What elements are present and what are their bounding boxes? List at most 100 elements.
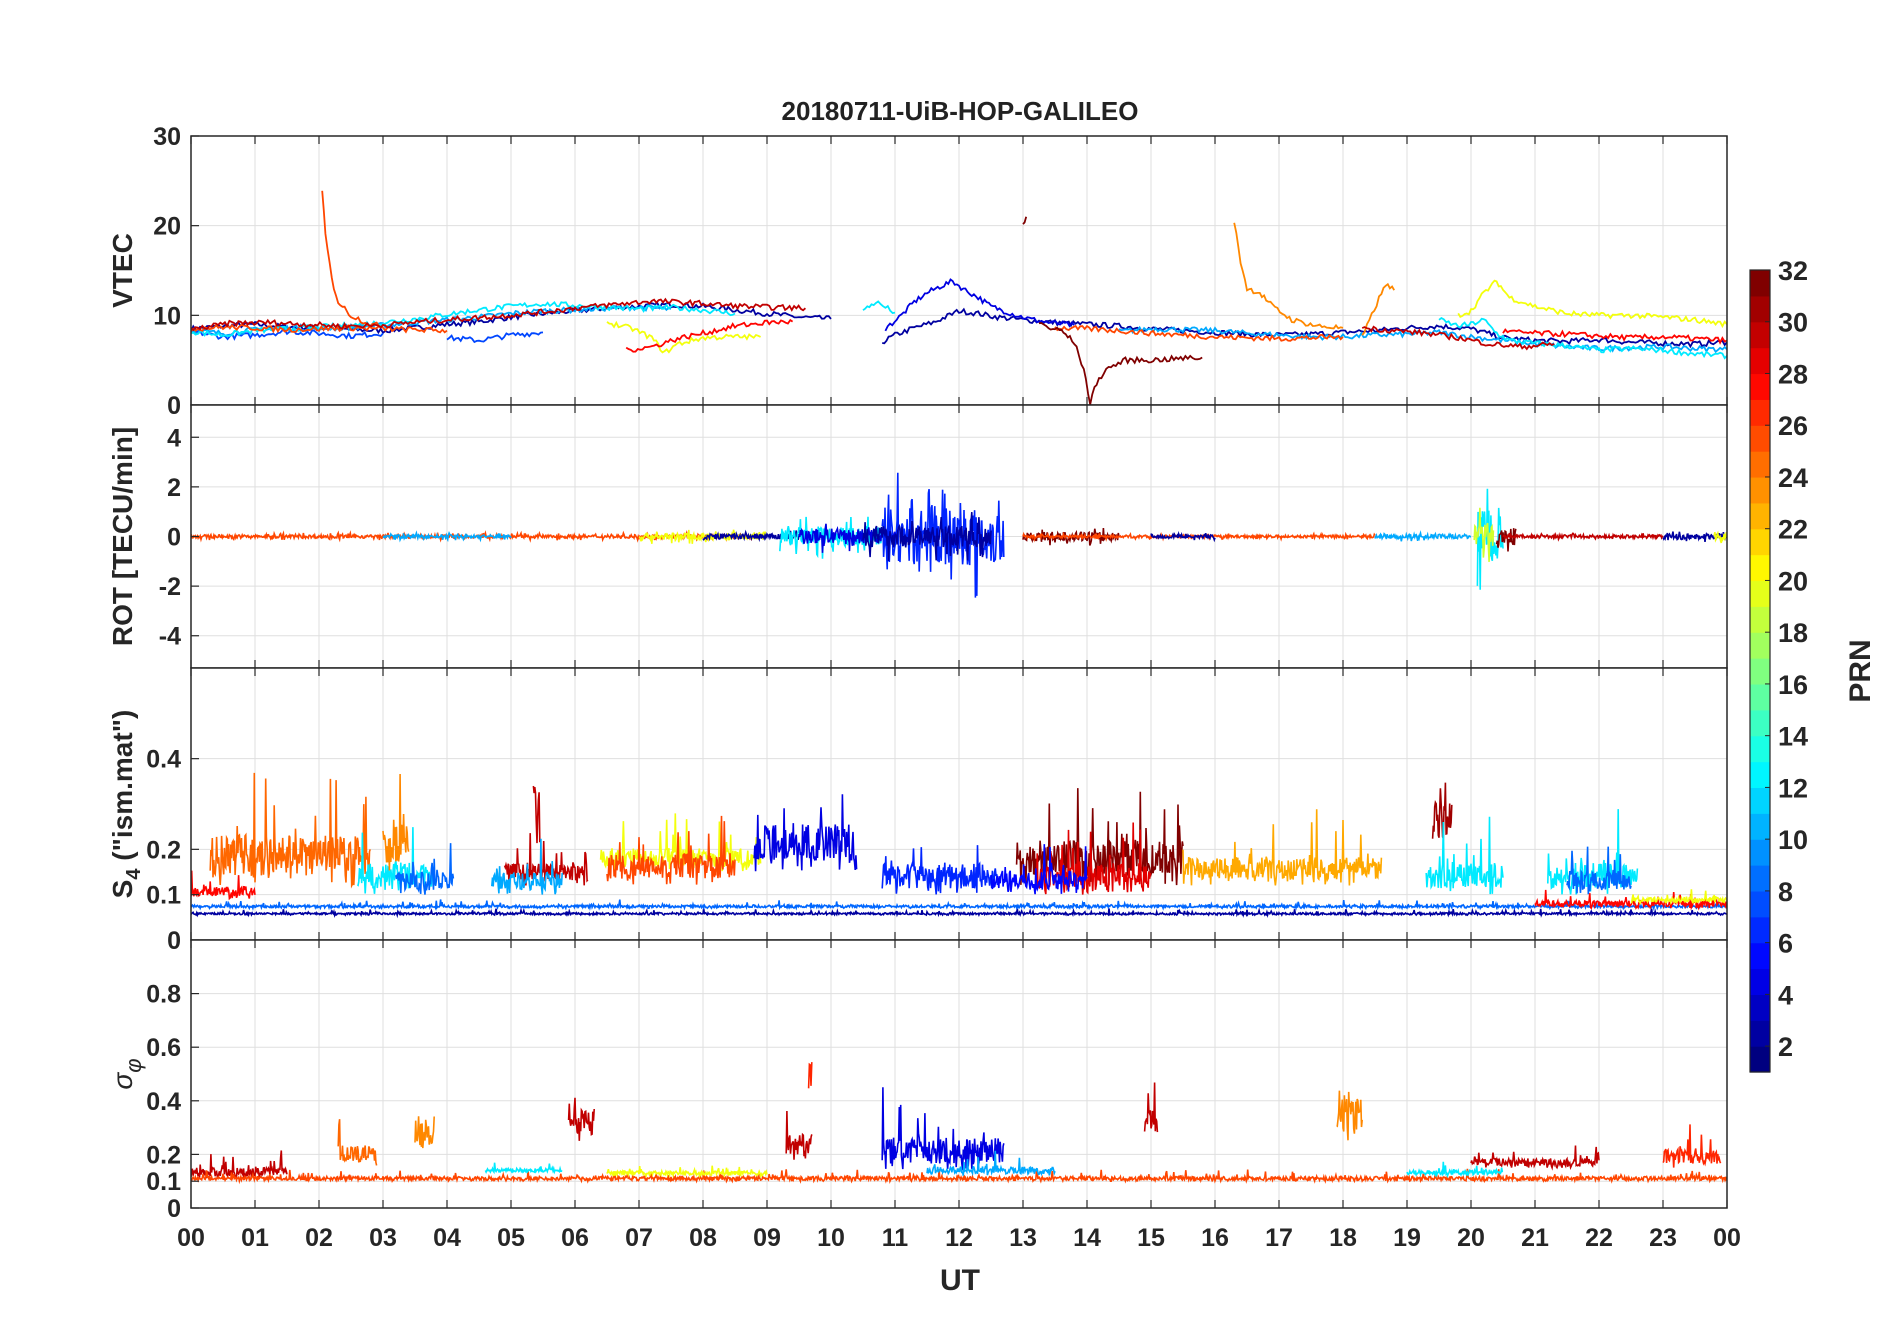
series-prn-30 xyxy=(567,1097,595,1141)
y-tick-label: 0.6 xyxy=(146,1034,181,1062)
series-prn-20 xyxy=(606,320,761,354)
x-tick-label: 20 xyxy=(1457,1224,1485,1252)
y-tick-label: 0 xyxy=(167,1195,181,1223)
series-prn-12 xyxy=(1476,488,1504,590)
colorbar-tick-label: 10 xyxy=(1778,825,1808,855)
y-tick-label: 0.8 xyxy=(146,981,181,1009)
colorbar-swatch xyxy=(1750,839,1770,866)
colorbar-tick-label: 16 xyxy=(1778,670,1808,700)
series-prn-27 xyxy=(807,1062,813,1089)
series-prn-24 xyxy=(382,773,410,871)
x-tick-label: 01 xyxy=(241,1224,269,1252)
x-tick-label: 07 xyxy=(625,1224,653,1252)
x-tick-label: 11 xyxy=(882,1224,909,1252)
series-prn-23 xyxy=(1182,809,1383,886)
colorbar-swatch xyxy=(1750,1020,1770,1047)
series-prn-4 xyxy=(753,794,858,872)
y-tick-label: 0 xyxy=(167,524,181,552)
x-tick-label: 04 xyxy=(433,1224,461,1252)
x-tick-label: 05 xyxy=(497,1224,525,1252)
colorbar-swatch xyxy=(1750,865,1770,892)
series-prn-32 xyxy=(1495,528,1517,552)
series-prn-28 xyxy=(1534,889,1727,911)
x-tick-label: 12 xyxy=(945,1224,973,1252)
series-prn-25 xyxy=(209,772,371,889)
panel-data xyxy=(191,1062,1727,1185)
series-prn-26 xyxy=(321,190,384,329)
colorbar-swatch xyxy=(1750,890,1770,918)
y-tick-label: 0 xyxy=(167,927,181,955)
y-tick-label: 0.1 xyxy=(146,1168,181,1196)
colorbar-tick-label: 26 xyxy=(1778,411,1808,441)
colorbar-swatch xyxy=(1750,606,1770,633)
y-axis-label-rot: ROT [TECU/min] xyxy=(107,427,138,646)
series-prn-27 xyxy=(1662,1124,1722,1168)
y-tick-label: 0.2 xyxy=(146,836,181,864)
series-prn-8 xyxy=(1566,846,1632,895)
colorbar-tick-label: 8 xyxy=(1778,877,1793,907)
chart-title: 20180711-UiB-HOP-GALILEO xyxy=(782,96,1139,126)
colorbar-tick-label: 12 xyxy=(1778,773,1808,803)
series-prn-20 xyxy=(606,1165,768,1179)
y-tick-label: 30 xyxy=(153,123,181,151)
x-tick-label: 08 xyxy=(689,1224,717,1252)
x-tick-label: 15 xyxy=(1137,1224,1165,1252)
colorbar-swatch xyxy=(1750,683,1770,711)
x-tick-label: 23 xyxy=(1649,1224,1677,1252)
colorbar-swatch xyxy=(1750,476,1770,504)
x-tick-label: 03 xyxy=(369,1224,397,1252)
series-prn-19 xyxy=(1473,507,1495,562)
panel-s4: 00.10.20.4S4 ("ism.mat") xyxy=(107,667,1728,955)
series-prn-6 xyxy=(881,845,999,895)
series-prn-10 xyxy=(1374,530,1471,542)
y-axis-label-vtec: VTEC xyxy=(107,233,138,308)
x-tick-label: 00 xyxy=(1713,1224,1741,1252)
series-prn-24 xyxy=(1361,282,1395,336)
y-axis-label-sigma: σφ xyxy=(107,1058,146,1089)
colorbar-swatch xyxy=(1750,994,1770,1021)
x-tick-label: 09 xyxy=(753,1224,781,1252)
colorbar-swatch xyxy=(1750,425,1770,452)
x-tick-label: 14 xyxy=(1073,1224,1101,1252)
y-tick-label: 0 xyxy=(167,392,181,420)
x-tick-label: 22 xyxy=(1585,1224,1613,1252)
colorbar-swatch xyxy=(1750,658,1770,685)
colorbar-swatch xyxy=(1750,321,1770,349)
series-prn-32 xyxy=(1022,216,1028,225)
panel-sigma: 00.10.2 0.4 0.6 0.8 σφ xyxy=(107,939,1728,1223)
series-prn-25 xyxy=(337,1119,378,1166)
colorbar-swatch xyxy=(1750,270,1770,297)
colorbar-swatch xyxy=(1750,399,1770,426)
panel-rot: -4 -2 0 2 4 ROT [TECU/min] xyxy=(107,404,1728,669)
colorbar-swatch xyxy=(1750,580,1770,607)
series-prn-12 xyxy=(191,301,736,338)
series-prn-8 xyxy=(395,843,455,895)
series-prn-31 xyxy=(1431,782,1453,842)
colorbar-tick-label: 28 xyxy=(1778,359,1808,389)
series-prn-20 xyxy=(638,529,768,544)
x-tick-label: 21 xyxy=(1521,1224,1549,1252)
series-prn-28 xyxy=(1502,328,1727,345)
panel-vtec: 0 10 20 30 VTEC xyxy=(107,123,1728,420)
colorbar-swatch xyxy=(1750,632,1770,659)
colorbar-swatch xyxy=(1750,942,1770,970)
panel-data xyxy=(191,472,1727,598)
y-tick-label: 4 xyxy=(167,424,181,452)
y-tick-label: -4 xyxy=(159,623,181,651)
colorbar-swatch xyxy=(1750,916,1770,944)
series-prn-26 xyxy=(191,323,448,334)
colorbar-tick-label: 18 xyxy=(1778,618,1808,648)
series-prn-26 xyxy=(606,815,736,885)
colorbar-tick-label: 22 xyxy=(1778,515,1808,545)
colorbar-tick-label: 2 xyxy=(1778,1032,1793,1062)
colorbar-swatch xyxy=(1750,373,1770,400)
series-prn-28 xyxy=(191,870,256,901)
series-prn-30 xyxy=(503,833,589,886)
series-prn-12 xyxy=(862,300,896,314)
series-prn-12 xyxy=(1425,816,1504,895)
series-prn-26 xyxy=(191,1168,1727,1185)
series-prn-12 xyxy=(1406,1161,1504,1178)
colorbar-label: PRN xyxy=(1844,639,1877,702)
